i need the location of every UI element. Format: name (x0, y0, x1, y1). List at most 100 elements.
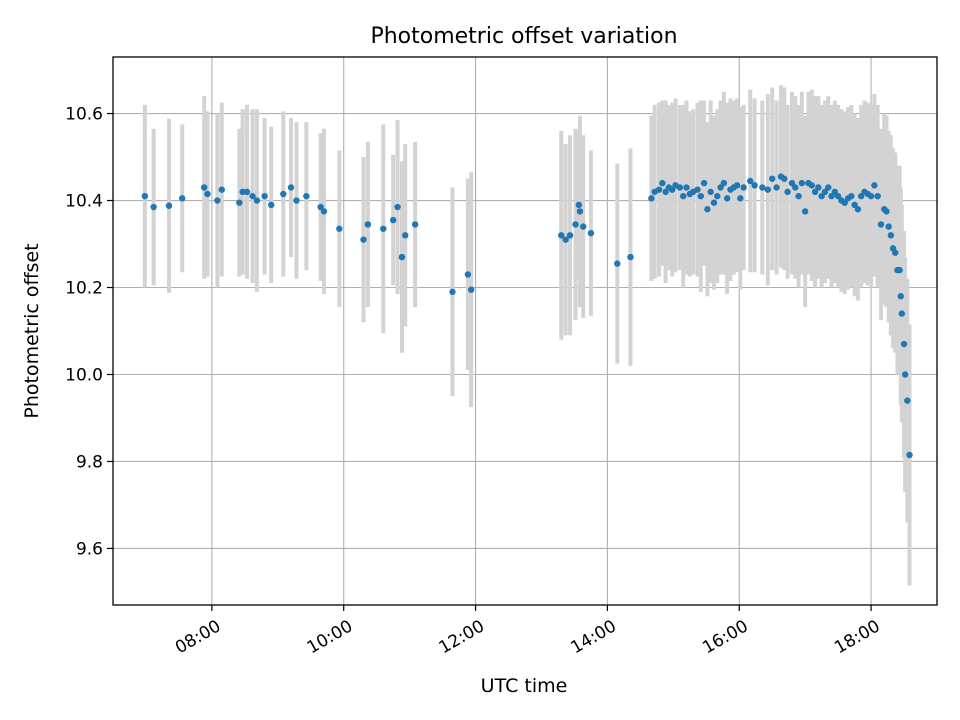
data-point (818, 192, 825, 200)
y-tick-label: 9.6 (76, 539, 103, 559)
data-point (740, 184, 747, 191)
data-point (380, 225, 387, 232)
data-point (280, 190, 287, 198)
data-point (360, 236, 367, 243)
data-point (449, 288, 456, 296)
data-point (795, 192, 802, 200)
data-point (714, 192, 721, 200)
data-point (253, 197, 261, 204)
data-point (897, 293, 904, 300)
data-point (165, 202, 173, 209)
data-point (781, 175, 788, 182)
y-tick-label: 10.4 (65, 192, 103, 212)
data-point (317, 203, 324, 211)
data-point (389, 216, 397, 224)
data-point (562, 236, 569, 243)
data-point (733, 182, 741, 189)
data-point (239, 188, 246, 196)
data-point (867, 192, 875, 200)
data-point (411, 221, 419, 228)
data-point (788, 179, 796, 187)
data-point (236, 199, 243, 206)
data-point (815, 184, 822, 191)
data-point (200, 184, 208, 191)
y-tick-label: 10.2 (65, 279, 103, 299)
data-point (662, 188, 669, 196)
data-point (204, 190, 211, 198)
data-point (261, 192, 268, 200)
data-point (572, 221, 579, 228)
data-point (683, 184, 690, 191)
axes-frame (112, 56, 938, 606)
data-point (398, 253, 406, 261)
data-point (857, 192, 865, 200)
data-point (747, 177, 754, 185)
data-point (877, 221, 885, 228)
data-point (576, 208, 584, 215)
data-point (751, 182, 758, 189)
data-point (707, 188, 714, 196)
data-point (700, 179, 708, 187)
data-point (784, 188, 791, 196)
data-point (854, 206, 862, 213)
data-point (179, 195, 186, 202)
data-point (769, 175, 776, 182)
data-point (566, 232, 574, 239)
data-point (141, 192, 149, 200)
data-point (737, 195, 744, 202)
data-point (676, 184, 684, 191)
data-point (287, 184, 295, 191)
data-point (825, 184, 832, 191)
data-point (900, 340, 908, 348)
data-point (402, 232, 409, 239)
chart-title: Photometric offset variation (370, 24, 677, 49)
data-point (759, 184, 766, 191)
data-point (268, 201, 275, 209)
data-point (896, 266, 903, 274)
data-point (394, 203, 401, 211)
data-point (874, 192, 881, 200)
data-point (680, 192, 687, 200)
data-point (883, 208, 890, 215)
data-point (892, 249, 899, 256)
y-tick-label: 9.8 (76, 452, 103, 472)
data-point (320, 208, 328, 215)
data-point (901, 371, 909, 378)
data-point (558, 232, 565, 239)
data-point (303, 192, 310, 200)
data-point (150, 203, 157, 211)
data-point (710, 199, 718, 206)
data-point (614, 260, 621, 267)
data-point (723, 195, 731, 202)
data-point (704, 206, 711, 213)
x-axis-label: UTC time (481, 675, 568, 697)
data-point (906, 451, 913, 459)
data-point (697, 192, 704, 200)
data-point (580, 223, 587, 230)
data-point (694, 186, 701, 193)
data-point (655, 186, 663, 193)
data-point (587, 229, 595, 237)
data-point (218, 186, 225, 193)
data-point (773, 184, 780, 191)
data-point (720, 179, 728, 187)
data-point (887, 232, 895, 239)
data-point (575, 201, 583, 209)
data-point (648, 195, 655, 202)
data-point (898, 310, 906, 317)
data-point (659, 179, 666, 187)
data-point (821, 188, 829, 196)
data-point (764, 186, 772, 193)
data-point (798, 179, 806, 187)
data-point (904, 397, 911, 404)
data-point (848, 192, 855, 200)
data-point (841, 199, 848, 206)
data-point (467, 286, 475, 293)
data-point (792, 184, 799, 191)
data-point (808, 182, 815, 189)
data-point (627, 253, 634, 261)
data-point (717, 184, 724, 191)
y-tick-label: 10.6 (65, 105, 103, 125)
data-point (871, 182, 878, 189)
